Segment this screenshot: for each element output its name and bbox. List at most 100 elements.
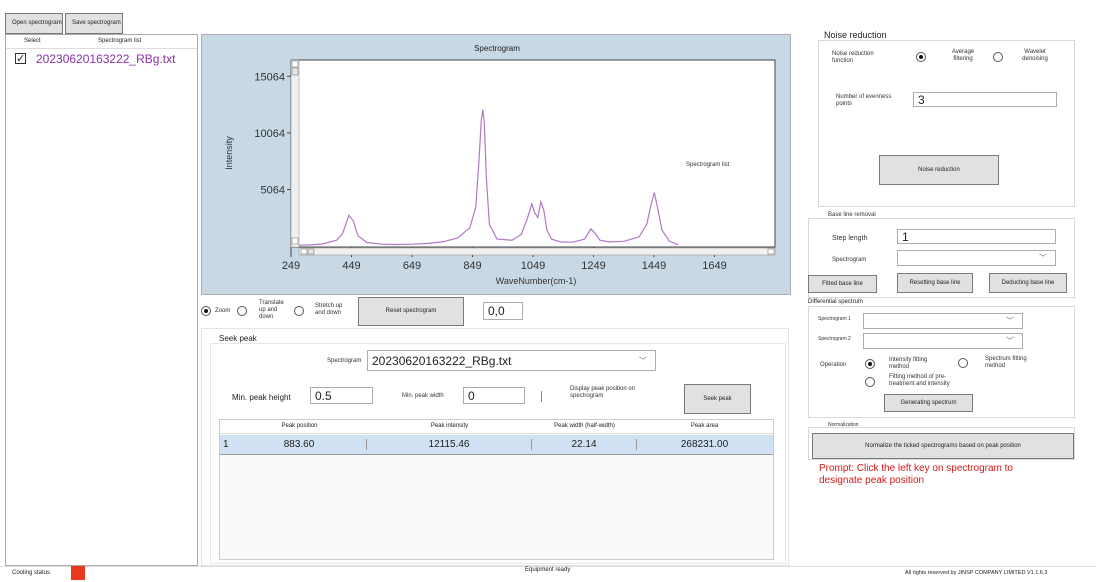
intensity-fitting-radio[interactable] xyxy=(865,359,875,369)
seek-spectrogram-label: Spectrogram xyxy=(327,358,362,364)
column-header-peak-area: Peak area xyxy=(690,423,719,429)
noise-function-label: Noise reduction function xyxy=(832,51,874,64)
x-tick-label: 1049 xyxy=(521,260,545,272)
x-tick-label: 849 xyxy=(463,260,481,272)
wavelet-denoising-radio[interactable] xyxy=(993,52,1003,62)
baseline-title: Base line removal xyxy=(826,212,878,218)
status-bar xyxy=(0,566,1096,582)
legend-label: Spectrogram list xyxy=(686,162,730,168)
y-tick-label: 10064 xyxy=(254,128,285,140)
column-header-peak-intensity: Peak intensity xyxy=(430,423,469,429)
spectrum-fitting-radio[interactable] xyxy=(958,358,968,368)
stretch-radio[interactable] xyxy=(294,306,304,316)
column-header-select: Select xyxy=(24,38,41,44)
spectrum-fitting-label: Spectrum fitting method xyxy=(985,356,1027,369)
seek-spectrogram-select[interactable]: 20230620163222_RBg.txt ﹀ xyxy=(367,350,656,371)
cell-peak-area: 268231.00 xyxy=(680,439,729,450)
vertical-scroll-thumb xyxy=(291,67,299,76)
operation-label: Operation xyxy=(820,362,847,368)
noise-reduction-button[interactable]: Noise reduction xyxy=(879,155,999,185)
y-tick-label: 5064 xyxy=(261,185,285,197)
column-header-spectrogram-list: Spectrogram list xyxy=(98,38,142,44)
cell-peak-position: 883.60 xyxy=(232,439,367,450)
vertical-scrollbar xyxy=(290,59,300,248)
horizontal-scrollbar xyxy=(298,247,776,256)
seek-peak-button[interactable]: Seek peak xyxy=(684,384,751,414)
translate-radio[interactable] xyxy=(237,306,247,316)
vertical-scroll-down xyxy=(291,237,299,245)
noise-reduction-title: Noise reduction xyxy=(824,30,887,40)
file-list-header: Select Spectrogram list xyxy=(6,35,197,49)
table-row[interactable]: 1 883.60 12115.46 22.14 268231.00 xyxy=(220,435,773,455)
x-tick-label: 249 xyxy=(282,260,300,272)
baseline-spectrogram-select[interactable]: ﹀ xyxy=(897,250,1056,266)
step-length-input[interactable]: 1 xyxy=(897,229,1056,244)
display-peak-checkbox[interactable] xyxy=(541,391,542,402)
reset-spectrogram-button[interactable]: Reset spectrogram xyxy=(358,297,464,326)
step-length-label: Step length xyxy=(832,235,868,242)
evenness-points-input[interactable]: 3 xyxy=(913,92,1057,107)
open-spectrogram-button[interactable]: Open spectrogram xyxy=(5,13,63,34)
cursor-coordinates-field: 0,0 xyxy=(483,302,523,320)
intensity-fitting-label: Intensity fitting method xyxy=(889,357,928,370)
cell-peak-intensity: 12115.46 xyxy=(367,439,532,450)
display-peak-label: Display peak position on spectrogram xyxy=(570,386,636,399)
peak-table-header-row: Peak position Peak intensity Peak width … xyxy=(220,420,773,434)
stretch-label: Stretch up and down xyxy=(315,303,343,316)
horizontal-scroll-thumb xyxy=(307,248,315,255)
spectrogram-2-label: Spectrogram 2 xyxy=(818,336,851,342)
normalize-button[interactable]: Normalize the ticked spectrograms based … xyxy=(812,433,1074,459)
horizontal-scroll-right xyxy=(767,248,775,255)
x-tick-label: 449 xyxy=(342,260,360,272)
column-header-peak-width: Peak width (half-width) xyxy=(554,423,615,429)
spectrogram-chart-panel[interactable]: Spectrogram 5064 10064 15064 249 449 649 849 1… xyxy=(201,34,791,295)
copyright-text: All rights reserved by JINSP COMPANY LIM… xyxy=(905,570,1048,576)
file-checkbox[interactable]: ✓ xyxy=(15,53,26,65)
cell-peak-width: 22.14 xyxy=(532,439,637,450)
min-peak-height-input[interactable]: 0.5 xyxy=(310,387,373,404)
baseline-spectrogram-label: Spectrogram xyxy=(832,257,867,263)
zoom-radio[interactable] xyxy=(201,306,211,316)
horizontal-scroll-left xyxy=(300,248,308,255)
wavelet-denoising-label: Wavelet denoising xyxy=(1022,49,1048,62)
cooling-status-label: Cooling status xyxy=(12,570,51,576)
zoom-label: Zoom xyxy=(215,308,231,314)
chevron-down-icon: ﹀ xyxy=(1039,253,1047,263)
spectrogram-chart[interactable]: Spectrogram 5064 10064 15064 249 449 649 849 1… xyxy=(202,35,792,296)
cooling-status-indicator xyxy=(71,566,85,580)
save-spectrogram-button[interactable]: Save spectrogram xyxy=(65,13,123,34)
x-axis-label: WaveNumber(cm-1) xyxy=(496,276,577,286)
x-tick-label: 1449 xyxy=(642,260,666,272)
normalization-title: Normalization xyxy=(826,422,861,428)
y-tick-label: 15064 xyxy=(254,71,285,83)
x-tick-label: 1649 xyxy=(702,260,726,272)
chevron-down-icon: ﹀ xyxy=(639,356,647,365)
generating-spectrum-button[interactable]: Generating spectrum xyxy=(884,394,973,412)
pretreatment-fitting-radio[interactable] xyxy=(865,377,875,387)
average-filtering-radio[interactable] xyxy=(916,52,926,62)
peak-position-prompt: Prompt: Click the left key on spectrogra… xyxy=(819,463,1013,486)
translate-label: Translate up and down xyxy=(259,300,284,320)
seek-peak-title: Seek peak xyxy=(219,334,257,343)
plot-area xyxy=(290,59,776,248)
peak-table-area: Peak position Peak intensity Peak width … xyxy=(219,419,774,560)
min-peak-width-input[interactable]: 0 xyxy=(463,387,525,404)
average-filtering-label: Average filtering xyxy=(951,49,975,62)
min-peak-height-label: Min. peak height xyxy=(232,393,291,402)
y-axis-label: Intensity xyxy=(224,136,234,170)
file-list-item[interactable]: ✓ 20230620163222_RBg.txt xyxy=(6,50,197,68)
file-name: 20230620163222_RBg.txt xyxy=(36,52,176,66)
fitted-base-line-button[interactable]: Fitted base line xyxy=(808,275,877,293)
spectrogram-1-label: Spectrogram 1 xyxy=(818,316,851,322)
resetting-base-line-button[interactable]: Resetting base line xyxy=(897,273,973,293)
file-list-panel: Select Spectrogram list ✓ 20230620163222… xyxy=(5,34,198,566)
deducting-base-line-button[interactable]: Deducting base line xyxy=(989,273,1067,293)
spectrogram-2-select[interactable]: ﹀ xyxy=(863,333,1023,349)
spectrogram-1-select[interactable]: ﹀ xyxy=(863,313,1023,329)
x-tick-label: 649 xyxy=(403,260,421,272)
evenness-points-label: Number of evenness points xyxy=(836,94,892,107)
chart-title: Spectrogram xyxy=(474,44,520,53)
seek-spectrogram-value: 20230620163222_RBg.txt xyxy=(372,353,512,368)
chevron-down-icon: ﹀ xyxy=(1006,336,1014,346)
x-tick-label: 1249 xyxy=(581,260,605,272)
